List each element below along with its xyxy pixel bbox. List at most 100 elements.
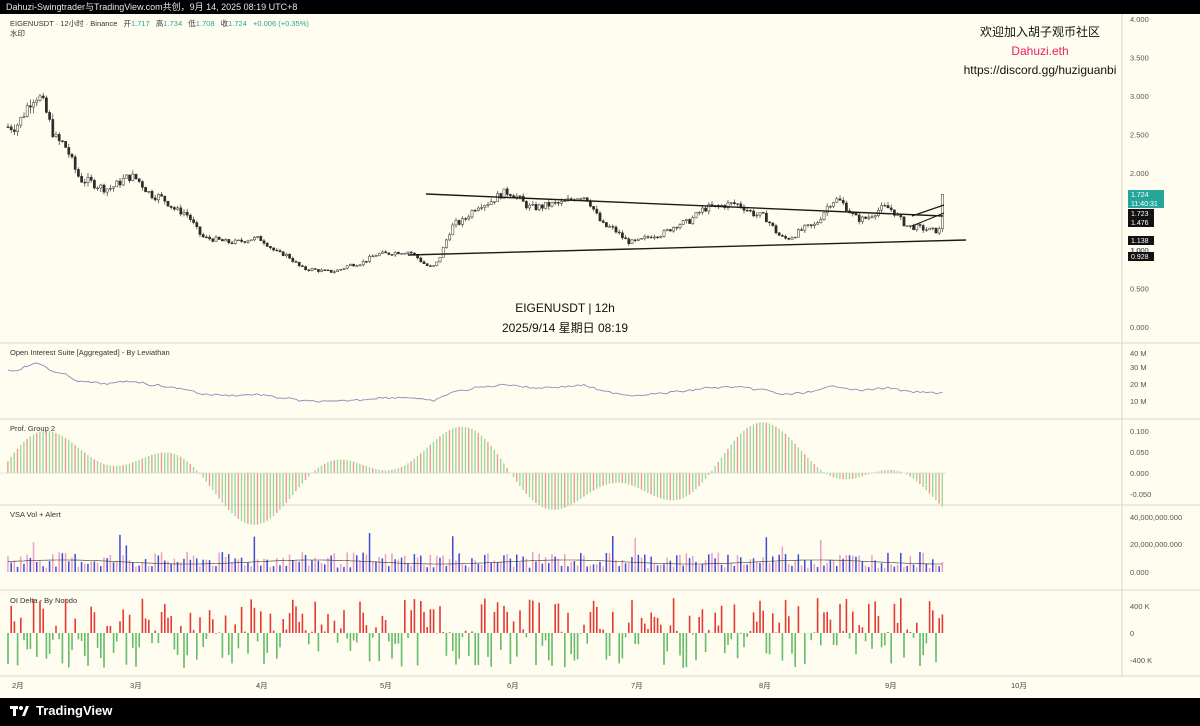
delta-bar: [896, 622, 899, 633]
delta-bar: [144, 618, 147, 633]
vsa-bar: [96, 562, 99, 572]
vsa-bar: [106, 558, 108, 572]
watermark-line1: 欢迎加入胡子观币社区: [980, 24, 1100, 39]
vsa-bar: [602, 566, 604, 572]
prof-bar: [199, 473, 201, 474]
vsa-bar: [256, 559, 259, 572]
prof-bar: [608, 473, 611, 484]
candle-body: [771, 222, 775, 226]
delta-bar: [839, 603, 841, 633]
vsa-bar: [570, 562, 572, 572]
prof-bar: [599, 473, 601, 488]
vsa-bar: [333, 553, 336, 572]
vsa-bar: [583, 555, 585, 572]
delta-bar: [234, 624, 236, 633]
delta-bar: [580, 633, 582, 634]
candle-body: [349, 264, 352, 267]
last-price-text: 1.724: [1131, 192, 1149, 199]
prof-bar: [45, 430, 47, 473]
vsa-bar: [138, 565, 140, 572]
candle-body: [221, 239, 224, 242]
delta-bar: [519, 610, 521, 633]
vsa-bar: [288, 554, 291, 572]
prof-bar: [407, 463, 409, 473]
candle-body: [109, 188, 112, 190]
vsa-bar: [596, 564, 598, 572]
delta-bar: [852, 611, 854, 633]
candle-body: [889, 207, 893, 211]
prof-bar: [685, 473, 687, 497]
price-badges: 1.724 11:40:31 1.723 1.476 1.138 1.000 0…: [1128, 190, 1164, 261]
candle-body: [921, 225, 925, 231]
price-tick-label: 2.500: [1130, 131, 1149, 140]
prof-bar: [109, 465, 111, 473]
delta-bar: [372, 633, 374, 638]
prof-bar: [80, 450, 83, 473]
candle-body: [291, 257, 295, 262]
delta-bar: [39, 600, 41, 633]
price-tick-label: 4.000: [1130, 15, 1149, 24]
prof-bar: [621, 473, 623, 484]
vsa-bar: [71, 557, 73, 572]
delta-bar: [368, 633, 371, 662]
candle-body: [195, 222, 199, 227]
candle-body: [886, 205, 890, 209]
delta-bar: [100, 633, 102, 658]
delta-bar: [189, 612, 192, 633]
vsa-pane-title: VSA Vol + Alert: [10, 510, 62, 519]
prof-bar: [10, 456, 12, 473]
candle-body: [873, 215, 877, 218]
vsa-bar: [266, 559, 268, 572]
vsa-tick-label: 20,000,000.000: [1130, 540, 1182, 549]
candle-body: [697, 212, 701, 214]
prof-bar: [724, 453, 726, 473]
prof-bar: [909, 473, 911, 477]
delta-bar: [826, 611, 828, 633]
watermark-line2: Dahuzi.eth: [1011, 44, 1068, 58]
last-price-badge: [1128, 190, 1164, 208]
candle-body: [281, 251, 285, 257]
vsa-bar: [36, 562, 38, 572]
prof-bar: [212, 473, 214, 491]
prof-bar: [260, 473, 262, 524]
vsa-bar: [426, 567, 428, 572]
candle-body: [905, 225, 909, 227]
prof-bar: [365, 466, 367, 473]
candle-body: [390, 254, 394, 256]
prof-bar: [221, 473, 223, 503]
delta-bar: [279, 633, 281, 648]
delta-bar: [266, 633, 268, 653]
lower-badge-text: 1.138: [1131, 238, 1149, 245]
chart-area[interactable]: 4.0003.5003.0002.5002.0001.5001.0000.500…: [0, 14, 1200, 698]
vsa-average-line: [7, 559, 943, 565]
prof-bar: [394, 469, 396, 473]
candle-body: [93, 180, 96, 189]
vsa-bar: [93, 561, 96, 572]
prof-bar: [442, 433, 444, 473]
chart-canvas[interactable]: 4.0003.5003.0002.5002.0001.5001.0000.500…: [0, 14, 1200, 698]
candle-body: [813, 223, 816, 227]
candle-body: [630, 239, 634, 244]
delta-bar: [346, 633, 348, 639]
delta-bar: [471, 631, 473, 633]
candle-body: [621, 232, 624, 239]
tradingview-logo[interactable]: TradingView: [10, 703, 112, 718]
candle-body: [438, 257, 442, 263]
candle-body: [787, 237, 791, 240]
prof-bar: [141, 458, 143, 473]
candle-body: [425, 263, 429, 266]
prof-bar: [183, 458, 185, 473]
prof-bar: [490, 445, 492, 473]
candle-body: [809, 224, 813, 227]
delta-bar: [36, 633, 38, 657]
delta-bar: [708, 629, 710, 633]
prof-bar: [884, 470, 886, 473]
vsa-bar: [231, 561, 233, 572]
delta-bar: [10, 605, 12, 633]
candle-body: [486, 204, 490, 206]
candle-body: [893, 209, 896, 216]
vsa-volume-pane: [7, 533, 944, 572]
vsa-bar: [743, 564, 745, 572]
prof-bar: [180, 456, 182, 473]
candle-body: [38, 95, 42, 101]
